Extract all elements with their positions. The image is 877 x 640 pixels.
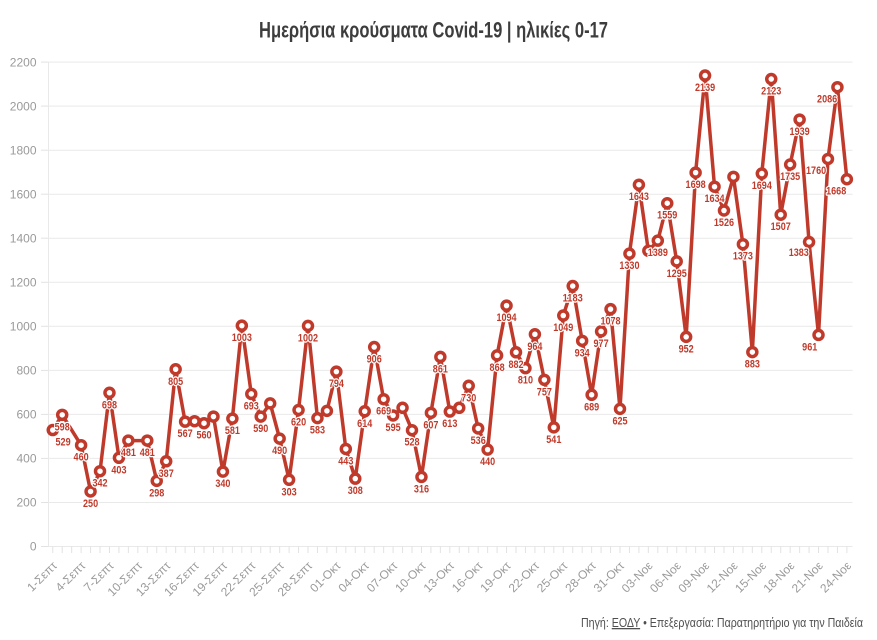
svg-text:1735: 1735 <box>780 171 800 183</box>
svg-text:607: 607 <box>423 419 438 431</box>
svg-text:1800: 1800 <box>10 143 37 157</box>
svg-text:342: 342 <box>92 478 107 490</box>
svg-text:298: 298 <box>149 487 164 499</box>
svg-text:1078: 1078 <box>600 316 620 328</box>
svg-text:460: 460 <box>74 452 89 464</box>
svg-text:2139: 2139 <box>695 82 715 94</box>
svg-text:620: 620 <box>291 416 306 428</box>
svg-text:934: 934 <box>575 347 590 359</box>
svg-text:581: 581 <box>225 425 240 437</box>
svg-text:400: 400 <box>16 452 36 466</box>
svg-text:1183: 1183 <box>563 293 583 305</box>
svg-text:1330: 1330 <box>619 260 639 272</box>
svg-text:1389: 1389 <box>648 247 668 259</box>
svg-text:1003: 1003 <box>232 332 252 344</box>
svg-text:1559: 1559 <box>657 210 677 222</box>
svg-text:757: 757 <box>537 386 552 398</box>
svg-text:1400: 1400 <box>10 231 37 245</box>
svg-text:1698: 1698 <box>686 179 706 191</box>
svg-text:316: 316 <box>414 483 429 495</box>
svg-text:303: 303 <box>282 486 297 498</box>
svg-text:567: 567 <box>178 428 193 440</box>
svg-text:Ημερήσια κρούσματα Covid-19 |: Ημερήσια κρούσματα Covid-19 | ηλικίες 0-… <box>259 17 608 42</box>
svg-text:250: 250 <box>83 498 98 510</box>
svg-text:693: 693 <box>244 400 259 412</box>
svg-text:1668: 1668 <box>826 186 846 198</box>
svg-text:1200: 1200 <box>10 276 37 290</box>
svg-text:961: 961 <box>802 341 817 353</box>
svg-text:541: 541 <box>546 434 561 446</box>
svg-text:481: 481 <box>140 447 155 459</box>
svg-text:614: 614 <box>357 418 372 430</box>
svg-text:200: 200 <box>16 496 36 510</box>
svg-text:595: 595 <box>386 422 401 434</box>
svg-text:1094: 1094 <box>496 312 516 324</box>
svg-text:1694: 1694 <box>752 180 772 192</box>
svg-text:403: 403 <box>111 464 126 476</box>
svg-text:1373: 1373 <box>733 251 753 263</box>
svg-text:964: 964 <box>527 341 542 353</box>
svg-text:977: 977 <box>594 338 609 350</box>
svg-text:481: 481 <box>121 447 136 459</box>
svg-text:440: 440 <box>480 456 495 468</box>
svg-text:2200: 2200 <box>10 55 37 69</box>
svg-text:1526: 1526 <box>714 217 734 229</box>
svg-text:882: 882 <box>508 359 523 371</box>
svg-text:600: 600 <box>16 408 36 422</box>
svg-text:1383: 1383 <box>789 247 809 259</box>
svg-text:340: 340 <box>215 478 230 490</box>
svg-text:583: 583 <box>310 425 325 437</box>
svg-text:528: 528 <box>404 437 419 449</box>
svg-text:Πηγή: ΕΟΔΥ • Επεξεργασία: Παρα: Πηγή: ΕΟΔΥ • Επεξεργασία: Παρατηρητήριο … <box>581 615 863 630</box>
svg-text:2086: 2086 <box>817 94 837 106</box>
svg-text:810: 810 <box>518 375 533 387</box>
svg-text:689: 689 <box>584 401 599 413</box>
svg-text:536: 536 <box>471 435 486 447</box>
svg-text:443: 443 <box>338 455 353 467</box>
svg-text:1643: 1643 <box>629 191 649 203</box>
svg-text:1939: 1939 <box>790 126 810 138</box>
svg-text:800: 800 <box>16 364 36 378</box>
svg-text:1000: 1000 <box>10 320 37 334</box>
svg-text:2000: 2000 <box>10 99 37 113</box>
svg-text:387: 387 <box>159 468 174 480</box>
svg-text:1760: 1760 <box>806 165 826 177</box>
svg-text:2123: 2123 <box>761 86 781 98</box>
svg-text:868: 868 <box>490 362 505 374</box>
svg-text:805: 805 <box>168 376 183 388</box>
svg-text:490: 490 <box>272 445 287 457</box>
svg-text:1634: 1634 <box>704 193 724 205</box>
svg-text:906: 906 <box>367 354 382 366</box>
svg-text:590: 590 <box>253 423 268 435</box>
svg-text:613: 613 <box>442 418 457 430</box>
svg-text:698: 698 <box>102 399 117 411</box>
svg-text:952: 952 <box>679 343 694 355</box>
svg-text:861: 861 <box>433 363 448 375</box>
svg-text:1507: 1507 <box>771 221 791 233</box>
svg-text:308: 308 <box>348 485 363 497</box>
svg-text:794: 794 <box>329 378 344 390</box>
svg-text:598: 598 <box>55 421 70 433</box>
svg-text:883: 883 <box>745 359 760 371</box>
svg-text:0: 0 <box>30 540 37 554</box>
svg-text:560: 560 <box>196 430 211 442</box>
svg-text:1049: 1049 <box>553 322 573 334</box>
svg-text:529: 529 <box>56 437 71 449</box>
svg-text:1600: 1600 <box>10 187 37 201</box>
svg-text:1002: 1002 <box>298 332 318 344</box>
svg-text:730: 730 <box>461 392 476 404</box>
svg-text:1295: 1295 <box>667 268 687 280</box>
svg-text:669: 669 <box>376 406 391 418</box>
svg-text:625: 625 <box>612 415 627 427</box>
